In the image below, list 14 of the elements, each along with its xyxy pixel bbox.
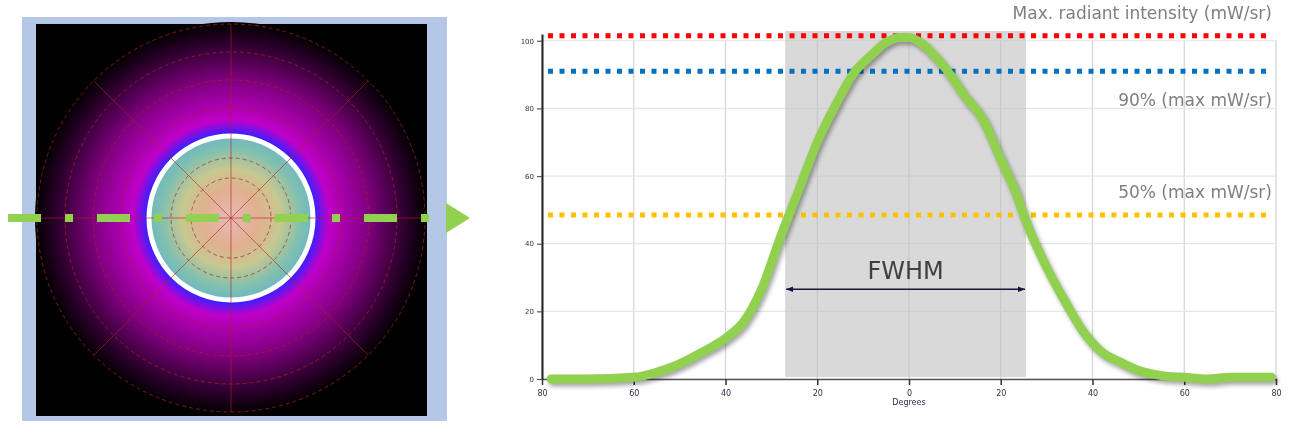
band-label: FWHM (867, 256, 944, 285)
x-tick-label: 0 (906, 388, 913, 398)
x-tick-label: 80 (1271, 388, 1282, 398)
ref-line-label: 90% (max mW/sr) (1118, 90, 1272, 111)
x-tick-label: 20 (812, 388, 823, 398)
x-tick-label: 60 (1179, 388, 1190, 398)
ref-line-label: 50% (max mW/sr) (1118, 181, 1272, 202)
x-tick-label: 80 (537, 388, 548, 398)
x-tick-label: 40 (1087, 388, 1099, 398)
x-axis-title: Degrees (892, 398, 926, 407)
x-tick-label: 20 (996, 388, 1007, 398)
x-tick-label: 40 (720, 388, 732, 398)
x-tick-label: 60 (629, 388, 640, 398)
ref-line-label: Max. radiant intensity (mW/sr) (1012, 2, 1272, 23)
